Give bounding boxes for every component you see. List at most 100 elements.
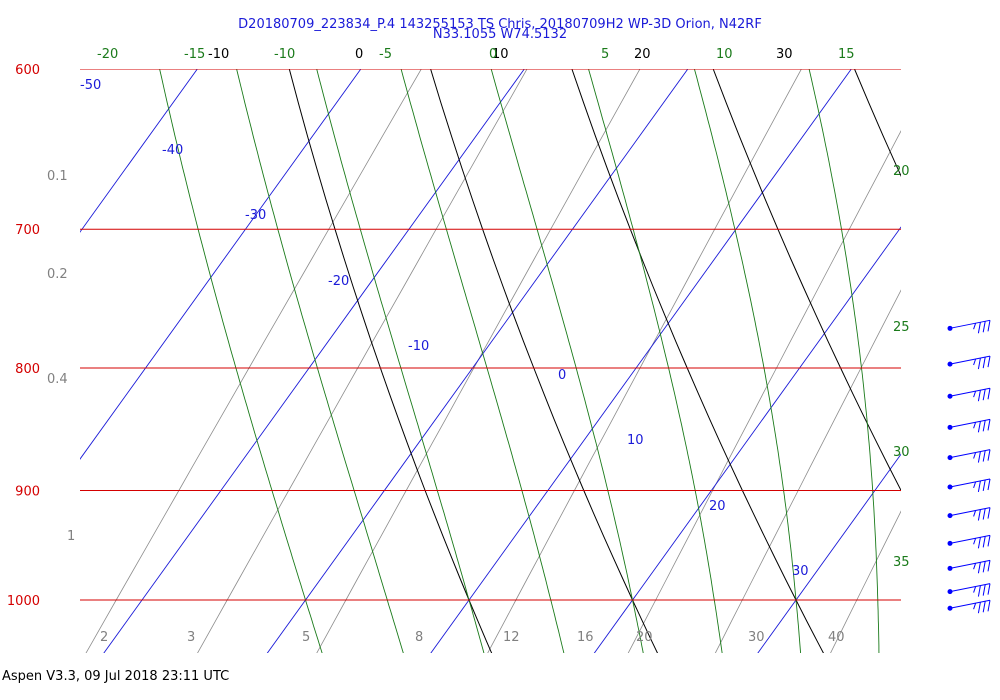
wind-barb-flag <box>988 450 990 461</box>
wind-barb-flag <box>978 322 980 333</box>
dry-adiabat-line <box>271 0 503 680</box>
wind-barb <box>948 535 991 548</box>
dry-adiabat-line <box>410 0 671 680</box>
wind-barb-flag <box>983 561 985 572</box>
isotherm-line <box>0 0 426 699</box>
dry-adiabat-label: 20 <box>634 47 651 62</box>
moist-adiabat-label: -5 <box>379 47 392 62</box>
mixing-ratio-label: 16 <box>577 630 594 645</box>
wind-barb-flag <box>978 562 980 573</box>
isotherm-label: -20 <box>328 274 349 289</box>
mixing-ratio-label: 40 <box>828 630 845 645</box>
moist-adiabat-label: 25 <box>893 320 910 335</box>
wind-barb-flag <box>988 560 990 571</box>
moist-adiabat-label: -20 <box>97 47 118 62</box>
mixing-ratio-label: 8 <box>415 630 423 645</box>
mixing-ratio-line <box>182 0 567 680</box>
isotherm-line <box>398 0 917 699</box>
isotherm-label: -30 <box>245 208 266 223</box>
moist-adiabat-line <box>568 0 725 680</box>
wind-barb-flag <box>978 537 980 548</box>
wind-barb-flag <box>988 535 990 546</box>
isotherm-line <box>71 0 590 699</box>
dry-adiabat-label: 30 <box>776 47 793 62</box>
wind-barb-flag <box>974 422 976 428</box>
isotherm-label: 10 <box>627 433 644 448</box>
dry-adiabat-label: -10 <box>208 47 229 62</box>
pressure-tick-label: 700 <box>15 223 40 238</box>
moist-adiabat-line <box>144 0 330 680</box>
mixing-ratio-label: 20 <box>636 630 653 645</box>
moist-adiabat-label: 10 <box>716 47 733 62</box>
dry-adiabat-line <box>687 0 1000 680</box>
isotherm-label: -40 <box>162 143 183 158</box>
mixing-ratio-label: 12 <box>503 630 520 645</box>
wind-barb <box>948 419 991 432</box>
dry-adiabat-line <box>964 0 1000 680</box>
mixing-ratio-line <box>817 0 1000 680</box>
wind-barb-flag <box>974 587 976 593</box>
moist-adiabat-label: 0 <box>489 47 497 62</box>
mixing-ratio-label: 30 <box>748 630 765 645</box>
moist-adiabat-label: 30 <box>893 445 910 460</box>
wind-barb-flag <box>983 536 985 547</box>
wind-barb-flag <box>988 479 990 490</box>
wind-barb-flag <box>988 320 990 331</box>
wind-barb-flag <box>988 584 990 595</box>
moist-adiabat-line <box>220 0 411 680</box>
isotherm-label: -10 <box>408 339 429 354</box>
pressure-tick-label: 1000 <box>7 594 40 609</box>
wind-barb-flag <box>983 420 985 431</box>
mixing-ratio-line <box>71 0 463 680</box>
wind-barb-flag <box>983 585 985 596</box>
wind-barb-flag <box>988 419 990 430</box>
wind-barb <box>948 560 991 573</box>
mixing-ratio-line <box>702 0 1000 680</box>
wind-barb-flag <box>983 509 985 520</box>
wind-barb <box>948 450 991 463</box>
isotherm-label: -50 <box>80 78 101 93</box>
moist-adiabat-label: 15 <box>838 47 855 62</box>
wind-barb-flag <box>978 586 980 597</box>
footer-text: Aspen V3.3, 09 Jul 2018 23:11 UTC <box>2 669 229 684</box>
wind-barb-flag <box>983 601 985 612</box>
moist-adiabat-label: 20 <box>893 164 910 179</box>
wind-barb-flag <box>983 451 985 462</box>
mixing-ratio-label: 0.2 <box>47 267 68 282</box>
wind-barb-flag <box>978 602 980 613</box>
wind-barb-flag <box>974 391 976 397</box>
wind-barb-flag <box>988 388 990 399</box>
mixing-ratio-label: 1 <box>67 529 75 544</box>
wind-barb-flag <box>983 480 985 491</box>
mixing-ratio-line <box>929 0 1000 680</box>
wind-barb-flag <box>974 323 976 329</box>
wind-barb-flag <box>974 510 976 516</box>
isotherm-label: 30 <box>792 564 809 579</box>
wind-barb-flag <box>983 357 985 368</box>
isotherm-line <box>561 0 1000 699</box>
pressure-tick-label: 900 <box>15 484 40 499</box>
wind-barb-flag <box>974 359 976 365</box>
wind-barb-flag <box>988 356 990 367</box>
wind-barb-flag <box>988 508 990 519</box>
mixing-ratio-label: 0.4 <box>47 372 68 387</box>
wind-barb-flag <box>974 603 976 609</box>
isotherm-label: 0 <box>558 368 566 383</box>
wind-barb-flag <box>978 481 980 492</box>
wind-barb-flag <box>974 482 976 488</box>
wind-barb-flag <box>978 452 980 463</box>
wind-barb <box>948 600 991 613</box>
moist-adiabat-label: -10 <box>274 47 295 62</box>
pressure-tick-label: 800 <box>15 362 40 377</box>
isotherm-label: 20 <box>709 499 726 514</box>
wind-barb-flag <box>983 321 985 332</box>
moist-adiabat-label: 5 <box>601 47 609 62</box>
mixing-ratio-label: 0.1 <box>47 169 68 184</box>
wind-barb-flag <box>978 421 980 432</box>
dry-adiabat-line <box>825 0 1000 680</box>
wind-barb <box>948 388 991 401</box>
moist-adiabat-label: 35 <box>893 555 910 570</box>
moist-adiabat-line <box>918 0 962 680</box>
wind-barb-flag <box>974 453 976 459</box>
wind-barb-flag <box>974 538 976 544</box>
